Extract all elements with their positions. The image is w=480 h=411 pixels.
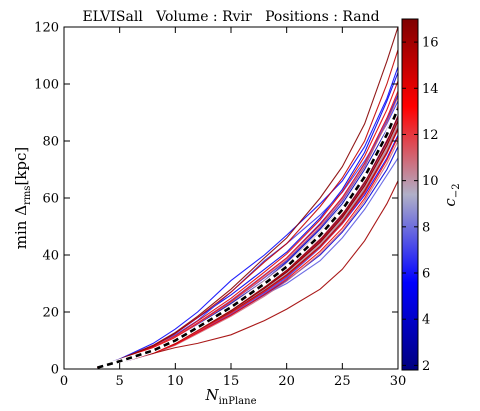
series-line-22 [97, 125, 398, 369]
colorbar-tick-label: 8 [422, 220, 430, 235]
x-tick-label: 5 [116, 374, 124, 389]
series-line-37 [97, 121, 398, 369]
x-tick-label: 30 [390, 374, 407, 389]
colorbar: 2 4 6 8 10 12 14 16 c−2 [401, 18, 462, 374]
x-tick-label: 15 [223, 374, 240, 389]
colorbar-label: c−2 [441, 183, 462, 206]
y-tick-label: 40 [42, 249, 59, 264]
colorbar-tick-label: 6 [422, 267, 430, 282]
series-line-33 [97, 49, 398, 368]
series-line-8 [97, 66, 398, 368]
colorbar-tick-label: 16 [422, 36, 439, 51]
colorbar-tick-label: 12 [422, 128, 439, 143]
x-axis: 0 5 10 15 20 25 30 [60, 27, 406, 389]
series-line-25 [97, 111, 398, 369]
series-line-16 [97, 92, 398, 368]
series-line-5 [97, 72, 398, 368]
y-tick-label: 100 [34, 78, 59, 93]
series-line-29 [97, 120, 398, 369]
series-line-36 [97, 116, 398, 369]
y-axis-label: min Δrms[kpc] [12, 147, 33, 250]
y-axis-label-main: min Δ [12, 205, 30, 249]
y-tick-label: 120 [34, 21, 59, 36]
colorbar-ticks: 2 4 6 8 10 12 14 16 [402, 36, 439, 374]
colorbar-tick-label: 14 [422, 82, 439, 97]
y-tick-label: 60 [42, 192, 59, 207]
series-line-3 [97, 95, 398, 368]
x-axis-label: NinPlane [204, 386, 256, 407]
y-axis-label-tail: [kpc] [12, 147, 30, 186]
series-line-18 [97, 126, 398, 369]
series-line-9 [97, 115, 398, 369]
colorbar-gradient [401, 18, 419, 371]
series-line-24 [97, 96, 398, 368]
colorbar-label-sub: −2 [451, 183, 462, 198]
x-tick-label: 20 [278, 374, 295, 389]
median-line-halo [96, 107, 398, 369]
svg-text:c−2: c−2 [441, 183, 462, 206]
chart-title: ELVISall Volume : Rvir Positions : Rand [82, 9, 379, 25]
y-tick-label: 0 [51, 363, 59, 378]
x-tick-label: 25 [334, 374, 351, 389]
series-line-17 [97, 117, 398, 369]
series-line-0 [97, 117, 398, 369]
colorbar-tick-label: 2 [422, 359, 430, 374]
series-line-31 [97, 80, 398, 368]
series-line-13 [97, 126, 398, 369]
series-line-19 [97, 109, 398, 369]
y-axis: 0 20 40 60 80 100 120 [34, 21, 398, 378]
svg-text:NinPlane: NinPlane [204, 386, 256, 407]
colorbar-label-main: c [441, 198, 459, 207]
x-axis-label-main: N [204, 386, 219, 404]
series-line-4 [97, 146, 398, 369]
svg-text:min Δrms[kpc]: min Δrms[kpc] [12, 147, 33, 250]
series-line-7 [97, 135, 398, 369]
colorbar-tick-label: 4 [422, 313, 430, 328]
series-line-14 [97, 112, 398, 369]
y-tick-label: 20 [42, 306, 59, 321]
series-line-28 [97, 90, 398, 368]
series-line-6 [97, 112, 398, 369]
series-line-15 [97, 157, 398, 369]
y-axis-label-sub: rms [22, 186, 33, 205]
y-tick-label: 80 [42, 135, 59, 150]
series-line-35 [97, 180, 398, 369]
x-tick-label: 0 [60, 374, 68, 389]
series-line-38 [97, 27, 398, 368]
median-layer [96, 107, 398, 369]
colorbar-tick-label: 10 [422, 174, 439, 189]
series-line-10 [97, 95, 398, 368]
x-tick-label: 10 [167, 374, 184, 389]
median-line [97, 108, 398, 369]
series-line-32 [97, 113, 398, 369]
x-axis-label-sub: inPlane [219, 396, 257, 407]
